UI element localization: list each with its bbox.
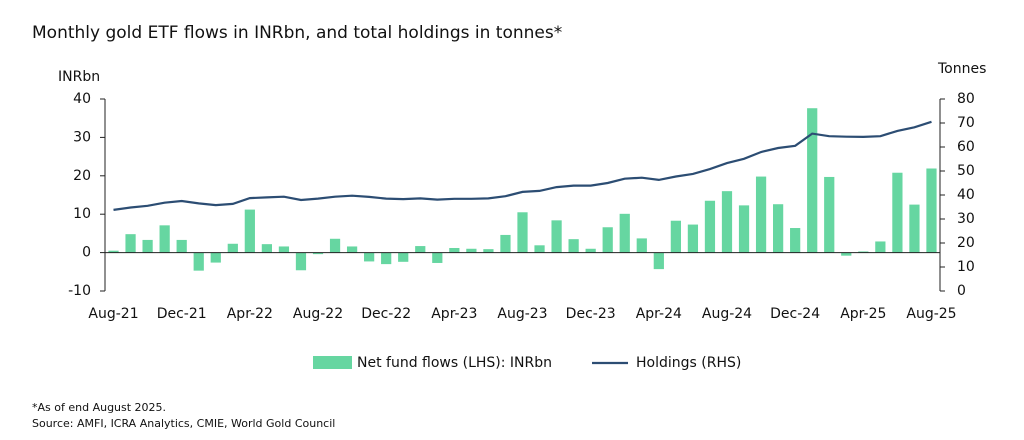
y2-axis-label: Tonnes bbox=[937, 61, 986, 77]
bar bbox=[261, 244, 272, 253]
x-tick-label: Apr-23 bbox=[431, 306, 477, 322]
bar bbox=[585, 248, 596, 253]
bar bbox=[755, 176, 767, 253]
bar bbox=[364, 252, 375, 262]
bar bbox=[534, 245, 545, 253]
bar bbox=[653, 252, 664, 270]
bar bbox=[926, 168, 937, 253]
x-tick-label: Aug-25 bbox=[906, 306, 956, 322]
bar bbox=[483, 249, 494, 253]
y-axis-label: INRbn bbox=[58, 69, 100, 85]
bar bbox=[432, 252, 443, 263]
bar bbox=[500, 234, 511, 253]
y2-tick-label: 70 bbox=[957, 115, 975, 131]
x-tick-label: Dec-22 bbox=[361, 306, 411, 322]
y-tick-label: -10 bbox=[68, 283, 91, 299]
bar bbox=[381, 252, 392, 265]
x-tick-label: Apr-24 bbox=[636, 306, 682, 322]
x-tick-label: Apr-22 bbox=[227, 306, 273, 322]
bar bbox=[670, 220, 681, 253]
x-tick-label: Dec-21 bbox=[157, 306, 207, 322]
bar bbox=[636, 238, 647, 253]
bar bbox=[466, 248, 477, 253]
y2-tick-label: 20 bbox=[957, 235, 975, 251]
bar bbox=[312, 252, 324, 255]
bar bbox=[346, 246, 358, 253]
bar bbox=[807, 108, 818, 253]
bar bbox=[449, 247, 460, 253]
bar bbox=[398, 252, 409, 262]
bar bbox=[176, 239, 187, 253]
line bbox=[113, 120, 932, 211]
bar bbox=[687, 224, 699, 253]
bar bbox=[738, 205, 750, 253]
bar bbox=[892, 172, 903, 253]
y-tick-label: 20 bbox=[73, 168, 91, 184]
bar bbox=[841, 252, 852, 256]
y-tick-label: 10 bbox=[73, 206, 91, 222]
legend-swatch bbox=[313, 356, 352, 369]
y2-tick-label: 10 bbox=[957, 259, 975, 275]
bar bbox=[125, 234, 136, 253]
legend-label: Net fund flows (LHS): INRbn bbox=[357, 355, 552, 371]
y2-tick-label: 80 bbox=[957, 91, 975, 107]
bar bbox=[875, 241, 886, 253]
bar bbox=[193, 252, 204, 271]
y-tick-label: 40 bbox=[73, 91, 91, 107]
legend-label: Holdings (RHS) bbox=[636, 355, 741, 371]
bar bbox=[415, 246, 426, 253]
footnote: *As of end August 2025. bbox=[32, 401, 166, 414]
x-tick-label: Dec-23 bbox=[566, 306, 616, 322]
bar bbox=[568, 239, 579, 253]
bar bbox=[858, 251, 869, 253]
y2-tick-label: 0 bbox=[957, 283, 966, 299]
bar bbox=[210, 252, 221, 263]
bar bbox=[227, 243, 238, 253]
bar bbox=[909, 204, 920, 253]
bar bbox=[551, 220, 562, 253]
bar bbox=[295, 252, 307, 271]
y2-tick-label: 50 bbox=[957, 163, 975, 179]
source-note: Source: AMFI, ICRA Analytics, CMIE, Worl… bbox=[32, 417, 335, 430]
bar bbox=[278, 246, 290, 253]
y-tick-label: 30 bbox=[73, 129, 91, 145]
bar bbox=[619, 213, 630, 253]
bar bbox=[824, 176, 835, 253]
bar bbox=[329, 238, 341, 253]
bar bbox=[108, 250, 119, 253]
bar bbox=[142, 239, 153, 253]
x-tick-label: Aug-21 bbox=[88, 306, 138, 322]
y-tick-label: 0 bbox=[82, 245, 91, 261]
bar bbox=[517, 212, 528, 253]
bar bbox=[244, 209, 255, 253]
chart-title: Monthly gold ETF flows in INRbn, and tot… bbox=[32, 23, 562, 43]
x-tick-label: Apr-25 bbox=[840, 306, 886, 322]
y2-tick-label: 60 bbox=[957, 139, 975, 155]
bar bbox=[159, 225, 170, 253]
x-tick-label: Aug-23 bbox=[497, 306, 547, 322]
bar bbox=[721, 191, 733, 253]
bar bbox=[704, 200, 716, 253]
x-tick-label: Aug-24 bbox=[702, 306, 752, 322]
bar bbox=[790, 228, 801, 253]
x-tick-label: Aug-22 bbox=[293, 306, 343, 322]
y2-tick-label: 40 bbox=[957, 187, 975, 203]
bar bbox=[773, 204, 784, 253]
x-tick-label: Dec-24 bbox=[770, 306, 820, 322]
bar bbox=[602, 227, 613, 253]
y2-tick-label: 30 bbox=[957, 211, 975, 227]
